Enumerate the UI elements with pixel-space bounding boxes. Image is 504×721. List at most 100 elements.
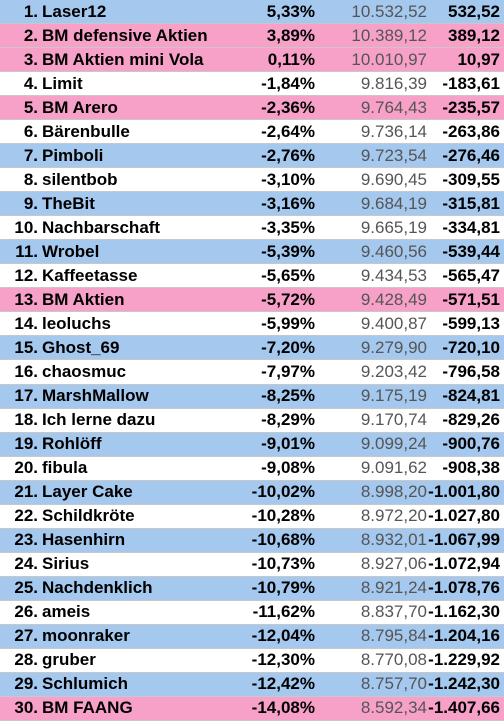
- name-cell: BM Arero: [42, 97, 118, 117]
- val-cell: 9.723,54: [360, 145, 427, 165]
- pct-cell: -3,10%: [261, 169, 315, 189]
- val-cell: 8.795,84: [360, 626, 427, 646]
- rank-cell: 11.: [15, 241, 38, 261]
- val-cell: 9.091,62: [360, 458, 427, 478]
- name-cell: Ich lerne dazu: [42, 410, 156, 430]
- val-cell: 9.460,56: [360, 241, 427, 261]
- diff-cell: -1.162,30: [428, 602, 500, 622]
- val-cell: 8.592,34: [360, 698, 427, 718]
- pct-cell: -9,08%: [261, 458, 315, 478]
- rank-cell: 2.: [23, 25, 38, 45]
- pct-cell: -10,28%: [251, 506, 315, 526]
- rank-cell: 12.: [14, 265, 38, 285]
- table-row: 3. BM Aktien mini Vola 0,11% 10.010,97 10,97: [0, 48, 504, 73]
- pct-cell: -8,29%: [261, 410, 315, 430]
- val-cell: 10.010,97: [351, 49, 427, 69]
- table-row: 28. gruber -12,30% 8.770,08 -1.229,92: [0, 648, 504, 673]
- val-cell: 8.927,06: [360, 554, 427, 574]
- diff-cell: -1.204,16: [428, 626, 500, 646]
- name-cell: BM Aktien mini Vola: [42, 49, 204, 69]
- val-cell: 9.764,43: [360, 97, 427, 117]
- pct-cell: -2,64%: [261, 121, 315, 141]
- diff-cell: -309,55: [442, 169, 500, 189]
- diff-cell: -900,76: [442, 434, 500, 454]
- table-row: 18. Ich lerne dazu -8,29% 9.170,74 -829,26: [0, 408, 504, 433]
- table-row: 14. leoluchs -5,99% 9.400,87 -599,13: [0, 312, 504, 337]
- name-cell: Nachbarschaft: [42, 217, 161, 237]
- rank-cell: 19.: [14, 434, 38, 454]
- name-cell: Bärenbulle: [42, 121, 130, 141]
- rank-cell: 6.: [23, 121, 38, 141]
- pct-cell: -7,97%: [261, 362, 315, 382]
- rank-cell: 5.: [23, 97, 38, 117]
- diff-cell: -1.001,80: [428, 482, 500, 502]
- val-cell: 9.175,19: [360, 386, 427, 406]
- name-cell: gruber: [42, 650, 96, 670]
- table-row: 22. Schildkröte -10,28% 8.972,20 -1.027,80: [0, 504, 504, 529]
- rank-cell: 15.: [14, 337, 38, 357]
- name-cell: ameis: [42, 602, 91, 622]
- pct-cell: 3,89%: [266, 25, 315, 45]
- diff-cell: -796,58: [442, 362, 500, 382]
- name-cell: chaosmuc: [42, 362, 127, 382]
- name-cell: Pimboli: [42, 145, 104, 165]
- name-cell: Limit: [42, 73, 83, 93]
- table-row: 4. Limit -1,84% 9.816,39 -183,61: [0, 72, 504, 97]
- name-cell: Schildkröte: [42, 506, 135, 526]
- table-row: 25. Nachdenklich -10,79% 8.921,24 -1.078,76: [0, 576, 504, 601]
- diff-cell: -235,57: [442, 97, 500, 117]
- table-row: 1. Laser12 5,33% 10.532,52 532,52: [0, 0, 504, 25]
- rank-cell: 1.: [23, 1, 38, 21]
- diff-cell: -1.242,30: [428, 674, 500, 694]
- pct-cell: -7,20%: [261, 337, 315, 357]
- rank-cell: 24.: [14, 554, 38, 574]
- table-row: 7. Pimboli -2,76% 9.723,54 -276,46: [0, 144, 504, 169]
- diff-cell: -334,81: [442, 217, 500, 237]
- val-cell: 9.736,14: [360, 121, 427, 141]
- rank-cell: 13.: [14, 289, 38, 309]
- val-cell: 9.690,45: [360, 169, 427, 189]
- val-cell: 10.389,12: [351, 25, 427, 45]
- pct-cell: -2,76%: [261, 145, 315, 165]
- diff-cell: 389,12: [448, 25, 500, 45]
- name-cell: leoluchs: [42, 313, 111, 333]
- rank-cell: 9.: [23, 193, 38, 213]
- table-row: 26. ameis -11,62% 8.837,70 -1.162,30: [0, 600, 504, 625]
- pct-cell: -1,84%: [261, 73, 315, 93]
- diff-cell: 10,97: [457, 49, 500, 69]
- pct-cell: -5,65%: [261, 265, 315, 285]
- name-cell: Sirius: [42, 554, 90, 574]
- diff-cell: -1.027,80: [428, 506, 500, 526]
- name-cell: Ghost_69: [42, 337, 120, 357]
- table-row: 9. TheBit -3,16% 9.684,19 -315,81: [0, 192, 504, 217]
- name-cell: Layer Cake: [42, 482, 133, 502]
- rank-cell: 17.: [14, 386, 38, 406]
- rank-cell: 28.: [14, 650, 38, 670]
- table-row: 23. Hasenhirn -10,68% 8.932,01 -1.067,99: [0, 528, 504, 553]
- table-row: 20. fibula -9,08% 9.091,62 -908,38: [0, 456, 504, 481]
- val-cell: 9.665,19: [360, 217, 427, 237]
- rank-cell: 10.: [14, 217, 38, 237]
- diff-cell: -1.067,99: [428, 530, 500, 550]
- pct-cell: -5,72%: [261, 289, 315, 309]
- rank-cell: 16.: [14, 362, 38, 382]
- diff-cell: -565,47: [442, 265, 500, 285]
- rank-cell: 27.: [14, 626, 38, 646]
- diff-cell: -720,10: [442, 337, 500, 357]
- pct-cell: -10,79%: [251, 578, 315, 598]
- table-row: 19. Rohlöff -9,01% 9.099,24 -900,76: [0, 432, 504, 457]
- val-cell: 9.203,42: [360, 362, 427, 382]
- diff-cell: -829,26: [442, 410, 500, 430]
- rank-cell: 14.: [14, 313, 38, 333]
- table-row: 15. Ghost_69 -7,20% 9.279,90 -720,10: [0, 336, 504, 361]
- diff-cell: -276,46: [442, 145, 500, 165]
- rank-cell: 3.: [23, 49, 38, 69]
- diff-cell: -263,86: [442, 121, 500, 141]
- val-cell: 8.972,20: [360, 506, 427, 526]
- val-cell: 9.170,74: [360, 410, 427, 430]
- pct-cell: -8,25%: [261, 386, 315, 406]
- name-cell: MarshMallow: [42, 386, 149, 406]
- val-cell: 9.428,49: [360, 289, 427, 309]
- pct-cell: -3,16%: [261, 193, 315, 213]
